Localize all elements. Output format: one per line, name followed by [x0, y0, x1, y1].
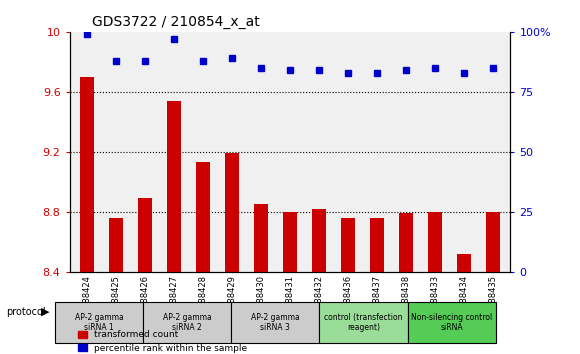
Bar [427, 212, 442, 272]
Bar [341, 218, 355, 272]
Bar [398, 213, 413, 272]
Bar [196, 162, 210, 272]
Text: protocol: protocol [6, 307, 45, 316]
Text: AP-2 gamma
siRNA 3: AP-2 gamma siRNA 3 [251, 313, 300, 332]
Bar [109, 218, 123, 272]
Bar [485, 212, 500, 272]
Text: GDS3722 / 210854_x_at: GDS3722 / 210854_x_at [92, 16, 259, 29]
Bar [224, 153, 239, 272]
Bar [456, 254, 471, 272]
Bar [312, 209, 326, 272]
Text: ▶: ▶ [41, 307, 49, 316]
Text: control (transfection
reagent): control (transfection reagent) [324, 313, 403, 332]
FancyBboxPatch shape [143, 302, 231, 343]
Bar [369, 218, 384, 272]
FancyBboxPatch shape [231, 302, 320, 343]
Text: Non-silencing control
siRNA: Non-silencing control siRNA [411, 313, 492, 332]
Bar [80, 77, 94, 272]
Legend: transformed count, percentile rank within the sample: transformed count, percentile rank withi… [74, 327, 251, 354]
Bar [167, 101, 181, 272]
Text: AP-2 gamma
siRNA 1: AP-2 gamma siRNA 1 [75, 313, 124, 332]
Text: AP-2 gamma
siRNA 2: AP-2 gamma siRNA 2 [163, 313, 212, 332]
FancyBboxPatch shape [408, 302, 496, 343]
FancyBboxPatch shape [55, 302, 143, 343]
FancyBboxPatch shape [320, 302, 408, 343]
Bar [253, 204, 268, 272]
Bar [138, 198, 152, 272]
Bar [283, 212, 297, 272]
